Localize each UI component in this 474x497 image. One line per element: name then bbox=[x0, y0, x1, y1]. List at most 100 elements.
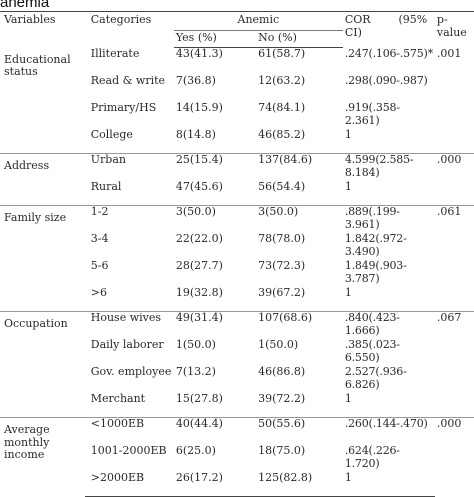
pvalue-cell: .061 bbox=[434, 205, 474, 312]
yes-cell: 40(44.4) bbox=[173, 417, 257, 445]
table-row: Read & write 7(36.8) 12(63.2) .298(.090-.98… bbox=[0, 74, 474, 102]
table-row: Daily laborer 1(50.0) 1(50.0) .385(.023-6.5… bbox=[0, 338, 474, 366]
header-no: No (%) bbox=[256, 30, 343, 48]
anemia-table: Variables Categories Anemic COR (95% CI)… bbox=[0, 11, 474, 497]
category-cell: College bbox=[90, 128, 133, 141]
table-row: College 8(14.8) 46(85.2) 1 bbox=[0, 128, 474, 154]
category-cell: Merchant bbox=[90, 392, 146, 405]
table-row: Rural 47(45.6) 56(54.4) 1 bbox=[0, 180, 474, 206]
yes-cell: 14(15.9) bbox=[175, 101, 223, 114]
cor-cell: 1 bbox=[344, 392, 352, 405]
yes-cell: 7(13.2) bbox=[175, 365, 216, 378]
pvalue-cell: .001 bbox=[436, 46, 462, 60]
category-cell: >2000EB bbox=[84, 471, 174, 497]
category-cell: Rural bbox=[90, 180, 122, 193]
category-cell: Primary/HS bbox=[90, 101, 157, 114]
variable-cell: Address bbox=[0, 153, 85, 206]
subheader-row: Yes (%) No (%) bbox=[0, 30, 474, 48]
header-pvalue: p-value bbox=[434, 11, 474, 48]
category-cell: 5-6 bbox=[90, 259, 109, 272]
cor-cell: 1 bbox=[342, 471, 435, 497]
yes-cell: 43(41.3) bbox=[175, 47, 223, 60]
no-cell: 18(75.0) bbox=[258, 444, 306, 457]
yes-cell: 25(15.4) bbox=[173, 153, 257, 181]
no-cell: 3(50.0) bbox=[256, 205, 343, 233]
variable-cell: Average monthly income bbox=[0, 417, 85, 497]
table-row: Educational status Illiterate 43(41.3) 61(5… bbox=[0, 46, 474, 78]
header-variables: Variables bbox=[0, 11, 85, 48]
cor-cell: .298(.090-.987) bbox=[344, 74, 428, 87]
table-row: Average monthly income <1000EB 40(44.4) 50(… bbox=[0, 417, 474, 497]
yes-cell: 19(32.8) bbox=[175, 286, 223, 299]
no-cell: 61(58.7) bbox=[258, 47, 306, 60]
yes-cell: 28(27.7) bbox=[175, 259, 223, 272]
category-cell: Read & write bbox=[90, 74, 166, 87]
cor-cell: .889(.199-3.961) bbox=[342, 205, 435, 233]
table-row: Primary/HS 14(15.9) 74(84.1) .919(.358-2.36… bbox=[0, 101, 474, 129]
no-cell: 39(67.2) bbox=[258, 286, 306, 299]
cor-cell: 1 bbox=[344, 180, 352, 193]
yes-cell: 8(14.8) bbox=[175, 128, 216, 141]
header-cor-line1: COR (95% bbox=[344, 13, 428, 26]
cor-cell: 1 bbox=[344, 286, 352, 299]
cor-cell: .840(.423-1.666) bbox=[342, 311, 435, 339]
no-cell: 137(84.6) bbox=[256, 153, 343, 181]
cor-cell: .260(.144-.470) bbox=[342, 417, 435, 445]
yes-cell: 15(27.8) bbox=[175, 392, 223, 405]
category-cell: <1000EB bbox=[84, 417, 174, 445]
table-row: 5-6 28(27.7) 73(72.3) 1.849(.903-3.787) bbox=[0, 259, 474, 287]
category-cell: Gov. employee bbox=[90, 365, 172, 378]
header-row: Variables Categories Anemic COR (95% CI)… bbox=[0, 11, 474, 48]
pvalue-cell: .067 bbox=[434, 311, 474, 418]
no-cell: 78(78.0) bbox=[258, 232, 306, 245]
yes-cell: 7(36.8) bbox=[175, 74, 216, 87]
table-row: Family size 1-2 3(50.0) 3(50.0) .889(.199-3.… bbox=[0, 205, 474, 312]
table-row: >6 19(32.8) 39(67.2) 1 bbox=[0, 286, 474, 312]
cor-cell: 4.599(2.585-8.184) bbox=[342, 153, 435, 181]
cor-cell: 2.527(.936-6.826) bbox=[344, 365, 407, 391]
table-row: Merchant 15(27.8) 39(72.2) 1 bbox=[0, 392, 474, 418]
pvalue-cell: .000 bbox=[434, 417, 474, 497]
cor-cell: .624(.226-1.720) bbox=[344, 444, 400, 470]
category-cell: >6 bbox=[90, 286, 107, 299]
no-cell: 73(72.3) bbox=[258, 259, 306, 272]
variable-cell: Educational status bbox=[4, 52, 71, 78]
no-cell: 12(63.2) bbox=[258, 74, 306, 87]
header-anemic: Anemic bbox=[173, 11, 343, 31]
category-cell: Daily laborer bbox=[90, 338, 164, 351]
table-body: Educational status Illiterate 43(41.3) 61(5… bbox=[0, 46, 474, 497]
cor-cell: 1.849(.903-3.787) bbox=[344, 259, 407, 285]
table-row: Occupation House wives 49(31.4) 107(68.6) .8… bbox=[0, 311, 474, 418]
category-cell: Urban bbox=[84, 153, 174, 181]
category-cell: 3-4 bbox=[90, 232, 109, 245]
no-cell: 46(86.8) bbox=[258, 365, 306, 378]
category-cell: 1-2 bbox=[84, 205, 174, 233]
header-yes: Yes (%) bbox=[173, 30, 257, 48]
table-row: 3-4 22(22.0) 78(78.0) 1.842(.972-3.490) bbox=[0, 232, 474, 260]
category-cell: Illiterate bbox=[90, 46, 140, 60]
no-cell: 50(55.6) bbox=[256, 417, 343, 445]
category-cell: House wives bbox=[84, 311, 174, 339]
variable-cell: Occupation bbox=[0, 311, 85, 418]
yes-cell: 47(45.6) bbox=[175, 180, 223, 193]
no-cell: 74(84.1) bbox=[258, 101, 306, 114]
cor-cell: .385(.023-6.550) bbox=[344, 338, 400, 364]
yes-cell: 26(17.2) bbox=[173, 471, 257, 497]
yes-cell: 6(25.0) bbox=[175, 444, 216, 457]
no-cell: 39(72.2) bbox=[258, 392, 306, 405]
cor-cell: 1 bbox=[344, 128, 352, 141]
no-cell: 1(50.0) bbox=[258, 338, 299, 351]
no-cell: 56(54.4) bbox=[258, 180, 306, 193]
variable-cell: Family size bbox=[0, 205, 85, 312]
no-cell: 107(68.6) bbox=[256, 311, 343, 339]
cor-cell: 1.842(.972-3.490) bbox=[344, 232, 407, 258]
yes-cell: 49(31.4) bbox=[173, 311, 257, 339]
no-cell: 125(82.8) bbox=[256, 471, 343, 497]
yes-cell: 22(22.0) bbox=[175, 232, 223, 245]
table-row: Gov. employee 7(13.2) 46(86.8) 2.527(.936-6… bbox=[0, 365, 474, 393]
header-categories: Categories bbox=[84, 11, 174, 48]
yes-cell: 3(50.0) bbox=[173, 205, 257, 233]
category-cell: 1001-2000EB bbox=[90, 444, 167, 457]
pvalue-cell: .000 bbox=[434, 153, 474, 206]
table-caption: anemia bbox=[0, 0, 50, 11]
